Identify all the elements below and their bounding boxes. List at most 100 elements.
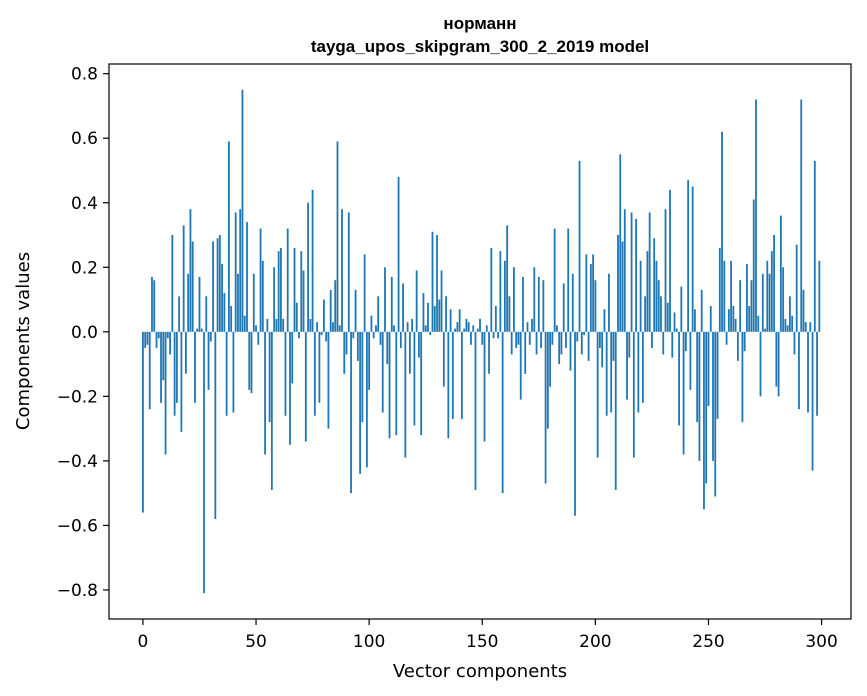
bar — [551, 331, 554, 345]
bar — [298, 331, 300, 339]
y-axis: −0.8 −0.6 −0.4 −0.2 0.0 0.2 0.4 0.6 0.8 — [57, 65, 109, 601]
y-tick-label: −0.8 — [57, 581, 98, 601]
bar — [531, 318, 533, 332]
bar — [189, 209, 192, 332]
bar — [375, 325, 377, 332]
bar — [255, 325, 257, 332]
bar — [786, 325, 789, 332]
bar — [252, 273, 255, 332]
x-axis-label: Vector components — [393, 661, 567, 682]
bar — [703, 331, 705, 510]
bar — [438, 299, 441, 332]
bar — [759, 331, 762, 397]
bar — [589, 264, 592, 332]
bar — [142, 331, 144, 513]
bar — [510, 331, 513, 355]
bar — [558, 331, 561, 365]
bar — [603, 309, 606, 332]
bar — [467, 322, 470, 332]
bar — [363, 254, 366, 332]
bar — [752, 199, 755, 332]
bar — [610, 331, 613, 413]
x-axis: 0 50 100 150 200 250 300 — [138, 619, 838, 652]
bar — [162, 331, 165, 381]
bar — [707, 331, 710, 407]
bar — [352, 331, 355, 339]
bar — [289, 331, 291, 445]
bar — [644, 296, 647, 332]
bar — [429, 331, 432, 336]
bar — [517, 331, 520, 345]
bar — [497, 331, 499, 339]
bar — [209, 331, 212, 342]
bar — [356, 331, 359, 361]
bar — [214, 331, 217, 519]
bar — [175, 331, 178, 403]
bar — [359, 331, 362, 474]
bar — [270, 331, 273, 490]
bar — [436, 235, 438, 332]
bar — [734, 318, 737, 332]
bar — [608, 273, 610, 332]
bar — [307, 202, 309, 332]
bar — [764, 328, 766, 332]
bar — [313, 331, 316, 416]
bars-group — [142, 89, 821, 594]
bar — [404, 331, 407, 458]
bar — [194, 331, 196, 403]
bar — [144, 331, 147, 348]
bar — [182, 225, 185, 332]
bar — [442, 331, 445, 387]
bar — [687, 180, 690, 332]
bar — [318, 331, 321, 403]
bar — [427, 302, 429, 332]
bar — [813, 160, 816, 332]
bar — [777, 331, 780, 397]
bar — [266, 318, 269, 332]
bar — [515, 331, 518, 348]
bar — [234, 212, 237, 332]
bar — [397, 176, 400, 332]
bar — [196, 328, 199, 332]
bar — [338, 325, 341, 332]
bar — [408, 331, 411, 374]
bar — [639, 260, 642, 332]
bar — [449, 309, 452, 332]
bar — [160, 331, 162, 403]
bar — [680, 286, 683, 332]
bar — [494, 306, 497, 332]
bar — [773, 235, 775, 332]
bar — [241, 89, 244, 332]
bar — [716, 331, 719, 419]
bar — [583, 331, 585, 336]
bar — [637, 331, 640, 413]
bar — [361, 331, 364, 423]
bar — [470, 331, 472, 345]
bar — [657, 280, 660, 332]
bar — [522, 276, 524, 332]
bar — [198, 276, 201, 332]
bar — [153, 280, 156, 332]
bar — [807, 331, 809, 413]
bar — [809, 322, 812, 332]
bar — [368, 331, 371, 390]
bar — [662, 331, 665, 355]
bar — [816, 331, 818, 416]
bar — [791, 315, 794, 332]
bar — [537, 276, 540, 332]
bar — [684, 331, 687, 352]
bar — [736, 331, 739, 361]
bar — [698, 331, 701, 461]
bar — [709, 306, 712, 332]
bar — [784, 318, 787, 332]
bar — [714, 331, 717, 497]
bar — [185, 331, 187, 374]
bar — [365, 331, 368, 468]
bar — [789, 296, 791, 332]
bar — [811, 331, 814, 471]
bar — [671, 331, 674, 358]
x-tick-label: 250 — [692, 632, 724, 652]
x-tick-label: 300 — [805, 632, 837, 652]
bar — [250, 331, 253, 394]
bar — [275, 318, 278, 332]
